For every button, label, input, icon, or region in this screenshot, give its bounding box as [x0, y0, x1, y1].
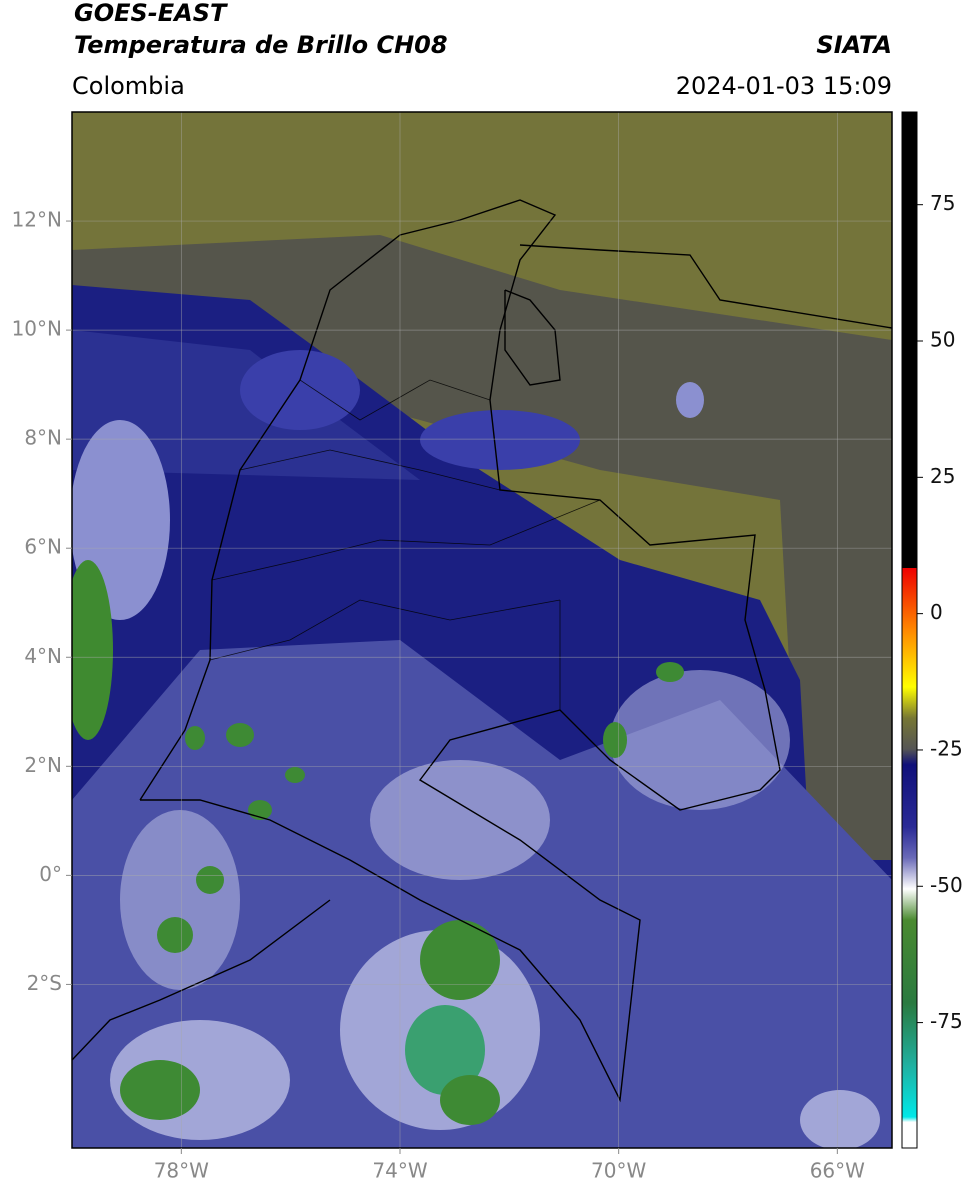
y-tick-label: 2°S [27, 971, 62, 995]
colorbar [901, 111, 918, 1149]
x-tick-label: 66°W [810, 1159, 865, 1183]
y-tick-label: 12°N [12, 208, 62, 232]
product: Temperatura de Brillo CH08 [74, 31, 448, 59]
map-frame [71, 111, 893, 1149]
colorbar-tick-label: -75 [930, 1009, 963, 1033]
source: SIATA [816, 31, 892, 59]
satellite: GOES-EAST [74, 0, 228, 27]
x-tick-label: 74°W [372, 1159, 427, 1183]
y-tick-label: 0° [39, 862, 62, 886]
y-tick-label: 4°N [24, 644, 62, 668]
region: Colombia [72, 72, 185, 100]
y-tick-label: 8°N [24, 426, 62, 450]
colorbar-tick-label: 75 [930, 191, 955, 215]
datetime: 2024-01-03 15:09 [676, 72, 892, 100]
x-tick-label: 70°W [591, 1159, 646, 1183]
y-tick-label: 2°N [24, 753, 62, 777]
satellite-image [72, 112, 892, 1148]
colorbar-tick-label: 50 [930, 328, 955, 352]
x-tick-label: 78°W [154, 1159, 209, 1183]
colorbar-tick-label: 0 [930, 600, 943, 624]
y-tick-label: 6°N [24, 535, 62, 559]
y-tick-label: 10°N [12, 317, 62, 341]
colorbar-tick-label: 25 [930, 464, 955, 488]
colorbar-tick-label: -25 [930, 736, 963, 760]
grid [72, 112, 892, 1148]
colorbar-tick-label: -50 [930, 873, 963, 897]
